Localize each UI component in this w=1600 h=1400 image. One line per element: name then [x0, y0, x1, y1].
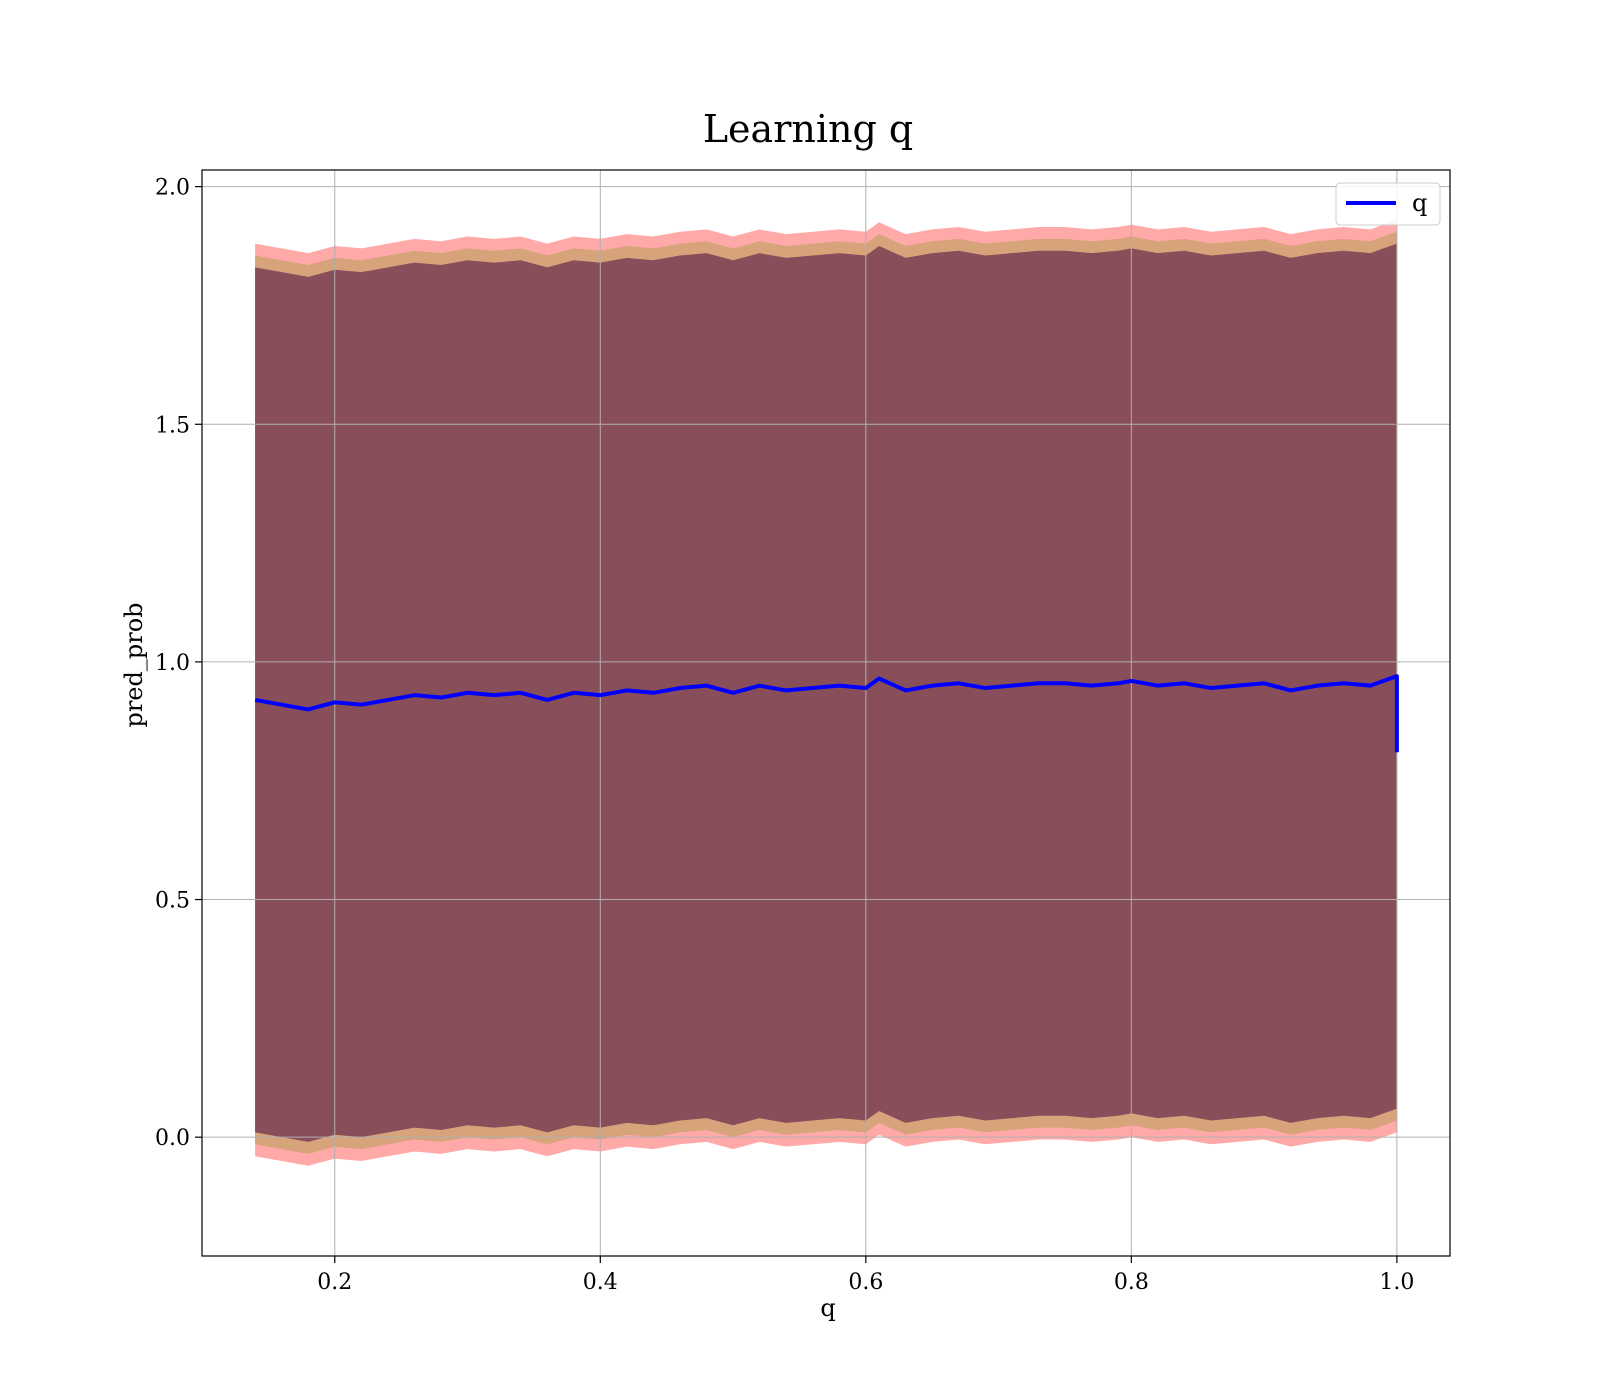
x-tick-label: 0.4 [583, 1270, 618, 1295]
legend: q [1335, 182, 1441, 226]
y-axis-ticks: 0.0 0.5 1.0 1.5 2.0 [155, 176, 202, 1151]
chart-title: Learning q [703, 107, 913, 151]
y-tick-label: 1.5 [155, 413, 190, 438]
x-tick-label: 1.0 [1379, 1270, 1414, 1295]
legend-entry-q: q [1412, 189, 1427, 217]
confidence-band-3 [255, 243, 1397, 1142]
x-tick-label: 0.6 [848, 1270, 883, 1295]
series-line-q [254, 674, 1399, 753]
series-lines [254, 674, 1399, 753]
plot-frame [201, 169, 1451, 1257]
confidence-bands [255, 219, 1397, 1166]
y-axis-label: pred_prob [120, 602, 148, 727]
y-tick-label: 1.0 [155, 651, 190, 676]
y-tick-label: 0.0 [155, 1126, 190, 1151]
x-axis-ticks: 0.2 0.4 0.6 0.8 1.0 [317, 1256, 1414, 1295]
y-tick-label: 0.5 [155, 889, 190, 914]
x-axis-label: q [820, 1294, 835, 1322]
x-tick-label: 0.2 [317, 1270, 352, 1295]
grid-lines [202, 170, 1450, 1256]
x-tick-label: 0.8 [1114, 1270, 1149, 1295]
y-tick-label: 2.0 [155, 176, 190, 201]
